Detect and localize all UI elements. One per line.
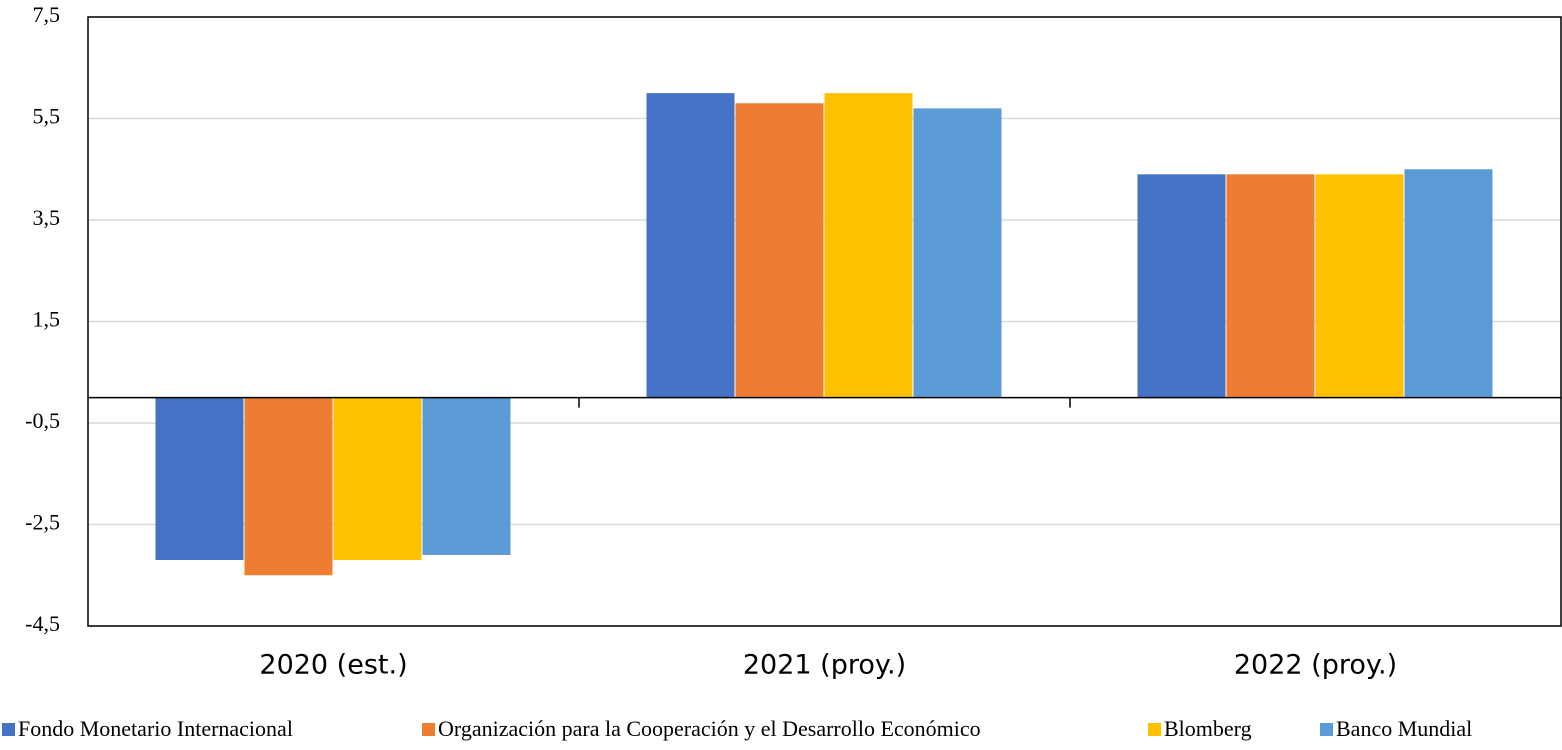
legend-label: Organización para la Cooperación y el De… xyxy=(438,716,981,741)
legend-label: Banco Mundial xyxy=(1336,716,1472,741)
legend-swatch xyxy=(2,723,15,736)
plot-border xyxy=(87,16,1562,627)
y-tick-label: 1,5 xyxy=(33,307,61,332)
bar xyxy=(1404,169,1493,398)
bar xyxy=(422,397,511,555)
y-tick-label: 5,5 xyxy=(33,104,61,129)
bar xyxy=(913,108,1002,398)
bar xyxy=(1315,174,1404,398)
y-tick-label: -0,5 xyxy=(25,408,60,433)
bar xyxy=(824,93,913,398)
legend-swatch xyxy=(422,723,435,736)
y-tick-label: 7,5 xyxy=(33,2,61,27)
y-tick-label: 3,5 xyxy=(33,205,61,230)
bar xyxy=(735,103,824,398)
bar xyxy=(244,397,333,576)
legend-label: Blomberg xyxy=(1164,716,1252,741)
x-tick-label: 2021 (proy.) xyxy=(743,650,906,681)
y-tick-label: -4,5 xyxy=(25,611,60,636)
legend-swatch xyxy=(1148,723,1161,736)
bar xyxy=(1226,174,1315,398)
legend-swatch xyxy=(1320,723,1333,736)
legend-label: Fondo Monetario Internacional xyxy=(18,716,293,741)
bar xyxy=(1137,174,1226,398)
bar xyxy=(155,397,244,561)
x-tick-label: 2020 (est.) xyxy=(259,650,407,681)
y-tick-label: -2,5 xyxy=(25,510,60,535)
bar xyxy=(333,397,422,561)
bar xyxy=(646,93,735,398)
x-tick-label: 2022 (proy.) xyxy=(1234,650,1397,681)
